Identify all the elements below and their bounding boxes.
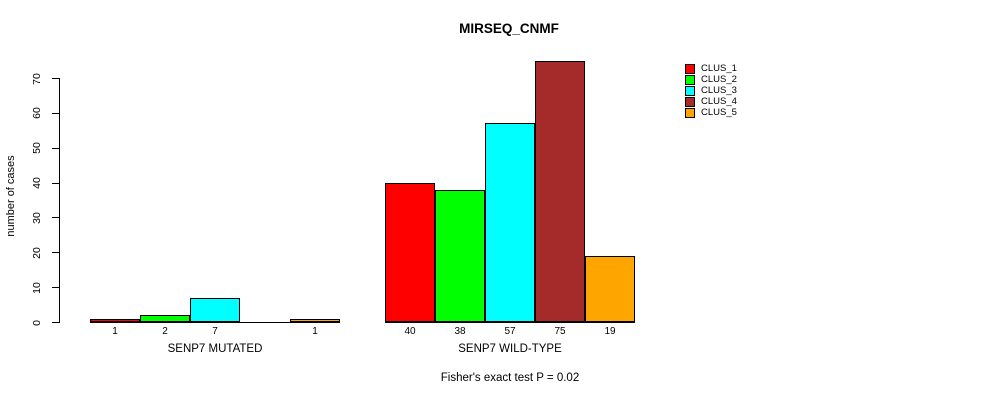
legend-label: CLUS_1 bbox=[701, 63, 737, 74]
legend-swatch-clus_4 bbox=[685, 96, 695, 107]
y-tick-label: 70 bbox=[31, 72, 43, 85]
y-tick-label: 20 bbox=[31, 246, 43, 259]
y-tick bbox=[52, 287, 59, 289]
legend-label: CLUS_2 bbox=[701, 74, 737, 85]
chart-title: MIRSEQ_CNMF bbox=[459, 21, 559, 36]
bar-value-label: 7 bbox=[212, 326, 218, 337]
y-tick-label: 60 bbox=[31, 107, 43, 120]
bar-value-label: 1 bbox=[312, 326, 318, 337]
legend-row: CLUS_3 bbox=[685, 85, 737, 96]
fisher-test-annotation: Fisher's exact test P = 0.02 bbox=[440, 372, 580, 384]
bar-clus_2-group0 bbox=[140, 315, 190, 322]
bar-clus_1-group1 bbox=[385, 182, 435, 322]
legend-row: CLUS_4 bbox=[685, 96, 737, 107]
bar-clus_2-group1 bbox=[435, 189, 485, 322]
bar-clus_5-group0 bbox=[290, 318, 340, 322]
bar-value-label: 38 bbox=[454, 326, 466, 337]
legend-row: CLUS_2 bbox=[685, 74, 737, 85]
x-baseline bbox=[385, 322, 635, 323]
legend-swatch-clus_3 bbox=[685, 85, 695, 96]
y-axis-label: number of cases bbox=[5, 155, 17, 237]
bar-value-label: 2 bbox=[162, 326, 168, 337]
y-tick bbox=[52, 182, 59, 184]
bar-clus_3-group0 bbox=[190, 297, 240, 322]
x-baseline bbox=[90, 322, 340, 323]
bar-clus_1-group0 bbox=[90, 318, 140, 322]
bar-clus_3-group1 bbox=[485, 123, 535, 322]
y-tick bbox=[52, 112, 59, 114]
bar-value-label: 75 bbox=[554, 326, 566, 337]
legend-swatch-clus_5 bbox=[685, 107, 695, 118]
bar-value-label: 57 bbox=[504, 326, 516, 337]
legend-label: CLUS_4 bbox=[701, 96, 737, 107]
y-tick-label: 0 bbox=[31, 319, 43, 326]
legend-label: CLUS_3 bbox=[701, 85, 737, 96]
y-tick bbox=[52, 252, 59, 254]
bar-clus_5-group1 bbox=[585, 255, 635, 322]
bar-value-label: 19 bbox=[604, 326, 616, 337]
group-label-senp7-wild-type: SENP7 WILD-TYPE bbox=[458, 343, 562, 355]
y-tick bbox=[52, 78, 59, 79]
group-label-senp7-mutated: SENP7 MUTATED bbox=[167, 343, 263, 355]
y-tick bbox=[52, 322, 59, 323]
legend-row: CLUS_1 bbox=[685, 63, 737, 74]
legend-swatch-clus_1 bbox=[685, 63, 695, 74]
y-tick-label: 30 bbox=[31, 212, 43, 224]
y-tick bbox=[52, 217, 59, 219]
legend: CLUS_1 CLUS_2 CLUS_3 CLUS_4 CLUS_5 bbox=[685, 63, 737, 118]
legend-row: CLUS_5 bbox=[685, 107, 737, 118]
bar-value-label: 1 bbox=[112, 326, 118, 337]
y-tick-label: 40 bbox=[31, 177, 43, 189]
legend-label: CLUS_5 bbox=[701, 107, 737, 118]
y-tick bbox=[52, 147, 59, 149]
y-axis-line bbox=[59, 78, 60, 323]
bar-clus_4-group1 bbox=[535, 60, 585, 322]
y-tick-label: 10 bbox=[31, 281, 43, 294]
legend-swatch-clus_2 bbox=[685, 74, 695, 85]
bar-value-label: 40 bbox=[404, 326, 416, 337]
y-tick-label: 50 bbox=[31, 142, 43, 155]
